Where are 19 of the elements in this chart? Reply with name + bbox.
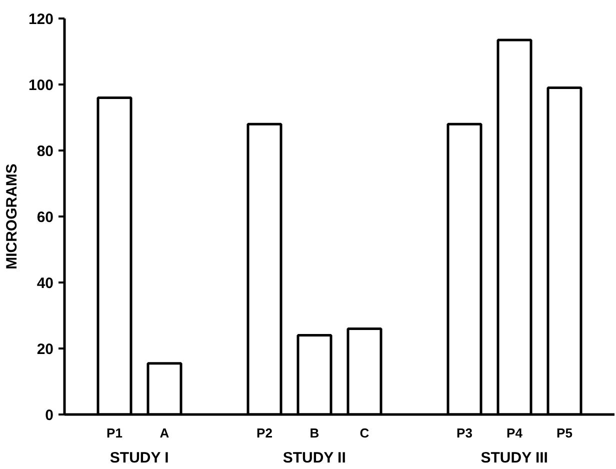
y-tick-label: 80 (36, 143, 54, 160)
x-tick-label: P2 (256, 426, 272, 440)
x-tick-label: P5 (556, 426, 572, 440)
y-tick-label: 60 (36, 209, 54, 226)
y-axis-title: MICROGRAMS (3, 164, 20, 270)
text: STUDY III (480, 450, 548, 466)
x-tick-label: P1 (106, 426, 122, 440)
x-tick-label: A (160, 426, 170, 440)
y-tick-label: 20 (36, 341, 54, 358)
x-tick-label: P3 (456, 426, 472, 440)
x-tick-label: B (310, 426, 320, 440)
y-tick-label: 0 (45, 407, 54, 424)
text: STUDY I (110, 450, 169, 466)
y-tick-label: 120 (28, 11, 54, 28)
x-tick-label: C (360, 426, 370, 440)
x-tick-label: P4 (506, 426, 524, 440)
y-tick-label: 40 (36, 275, 54, 292)
y-tick-label: 100 (28, 77, 54, 94)
text: STUDY II (282, 450, 346, 466)
